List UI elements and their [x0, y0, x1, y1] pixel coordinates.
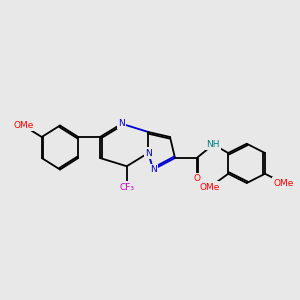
Text: OMe: OMe — [200, 182, 220, 191]
Text: N: N — [145, 148, 152, 158]
Text: O: O — [193, 174, 200, 183]
Text: NH: NH — [206, 140, 220, 149]
Text: N: N — [150, 165, 157, 174]
Text: CF₃: CF₃ — [119, 182, 134, 191]
Text: N: N — [118, 119, 125, 128]
Text: OMe: OMe — [13, 121, 33, 130]
Text: OMe: OMe — [273, 178, 293, 188]
